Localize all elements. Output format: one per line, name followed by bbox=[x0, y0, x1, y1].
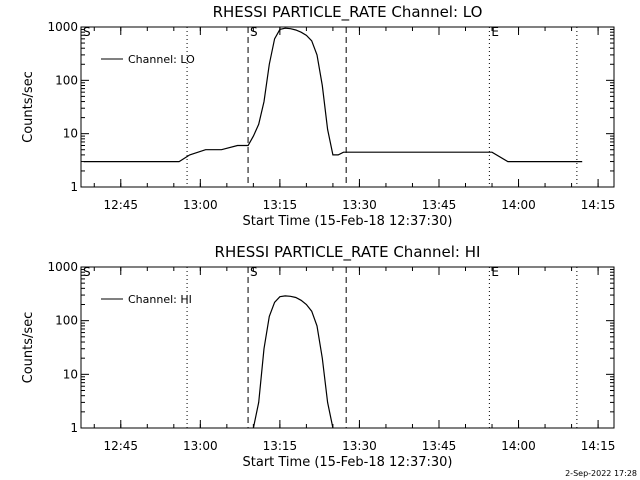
footer-timestamp: 2-Sep-2022 17:28 bbox=[565, 469, 637, 478]
chart-1-x-tick-label: 13:45 bbox=[422, 439, 457, 453]
chart-panel-hi: RHESSI PARTICLE_RATE Channel: HI 1 10 100 10… bbox=[21, 243, 615, 470]
chart-0-marker-label: S bbox=[250, 25, 258, 39]
chart-1-x-tick-label: 12:45 bbox=[103, 439, 138, 453]
chart-0-x-tick-label: 13:15 bbox=[263, 198, 298, 212]
chart-0-x-tick-label: 13:45 bbox=[422, 198, 457, 212]
chart-panel-lo: RHESSI PARTICLE_RATE Channel: LO 1 10 100 10… bbox=[21, 3, 615, 229]
chart-1-marker-label: E bbox=[491, 265, 499, 279]
chart-1-marker-label: S bbox=[83, 265, 91, 279]
chart-0-legend-label: Channel: LO bbox=[128, 53, 195, 66]
chart-1-y-tick-label: 1000 bbox=[47, 260, 78, 274]
chart-0-title: RHESSI PARTICLE_RATE Channel: LO bbox=[213, 3, 483, 22]
chart-0-y-tick-label: 1000 bbox=[47, 20, 78, 34]
chart-0-x-tick-label: 12:45 bbox=[103, 198, 138, 212]
chart-1-plot-frame bbox=[80, 266, 615, 429]
chart-1-y-tick-label: 1 bbox=[70, 421, 78, 435]
chart-0-y-tick-label: 10 bbox=[63, 127, 78, 141]
chart-1-x-tick-label: 13:00 bbox=[183, 439, 218, 453]
chart-1-x-tick-label: 13:15 bbox=[263, 439, 298, 453]
chart-1-y-tick-label: 100 bbox=[55, 314, 78, 328]
chart-0-x-tick-label: 13:00 bbox=[183, 198, 218, 212]
chart-1-title: RHESSI PARTICLE_RATE Channel: HI bbox=[215, 243, 481, 262]
chart-0-series-line bbox=[83, 27, 583, 163]
chart-0-y-axis-label: Counts/sec bbox=[21, 71, 36, 143]
chart-1-marker-label: S bbox=[250, 265, 258, 279]
chart-0-x-tick-label: 14:15 bbox=[581, 198, 616, 212]
chart-1-x-tick-label: 13:30 bbox=[342, 439, 377, 453]
chart-0-plot-frame bbox=[80, 26, 615, 188]
chart-1-series-line bbox=[252, 295, 334, 429]
chart-0-x-tick-label: 13:30 bbox=[342, 198, 377, 212]
chart-1-y-axis-label: Counts/sec bbox=[21, 312, 36, 384]
chart-1-x-tick-label: 14:15 bbox=[581, 439, 616, 453]
chart-1-legend-label: Channel: HI bbox=[128, 293, 192, 306]
chart-1-x-tick-label: 14:00 bbox=[501, 439, 536, 453]
chart-0-x-axis-label: Start Time (15-Feb-18 12:37:30) bbox=[243, 214, 453, 229]
chart-0-marker-label: E bbox=[491, 25, 499, 39]
chart-0-y-tick-label: 1 bbox=[70, 180, 78, 194]
chart-1-x-axis-label: Start Time (15-Feb-18 12:37:30) bbox=[243, 455, 453, 470]
chart-0-y-tick-label: 100 bbox=[55, 73, 78, 87]
chart-0-x-tick-label: 14:00 bbox=[501, 198, 536, 212]
chart-1-y-tick-label: 10 bbox=[63, 367, 78, 381]
chart-0-marker-label: S bbox=[83, 25, 91, 39]
